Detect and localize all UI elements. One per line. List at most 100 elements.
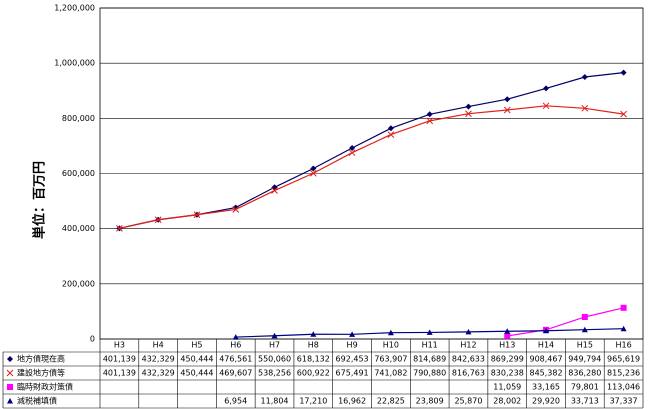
table-cell: 538,256 xyxy=(258,369,291,378)
y-tick-label: 600,000 xyxy=(62,169,95,178)
legend-label: 減税補填債 xyxy=(17,396,57,406)
x-tick-label: H10 xyxy=(383,341,399,350)
point xyxy=(542,102,550,110)
point xyxy=(581,104,589,112)
table-cell: 79,801 xyxy=(571,383,599,392)
table-cell: 741,082 xyxy=(374,369,407,378)
table-cell: 401,139 xyxy=(103,355,136,364)
table-cell: 675,491 xyxy=(336,369,369,378)
table-cell: 450,444 xyxy=(180,355,213,364)
y-tick-label: 1,000,000 xyxy=(54,59,95,68)
legend-label: 建設地方債等 xyxy=(17,368,65,378)
point xyxy=(504,96,511,103)
x-tick-label: H12 xyxy=(460,341,476,350)
point xyxy=(465,103,472,110)
table-cell: 432,329 xyxy=(142,355,175,364)
series-line xyxy=(119,72,624,229)
series-line xyxy=(507,307,624,337)
point xyxy=(503,106,511,114)
y-tick-label: 800,000 xyxy=(62,114,95,123)
x-tick-label: H4 xyxy=(153,341,164,350)
x-tick-label: H3 xyxy=(114,341,125,350)
table-cell: 692,453 xyxy=(336,355,369,364)
point xyxy=(387,131,395,138)
point xyxy=(193,211,201,219)
x-tick-label: H15 xyxy=(577,341,593,350)
table-cell: 469,607 xyxy=(219,369,252,378)
table-cell: 11,059 xyxy=(493,383,521,392)
x-tick-label: H13 xyxy=(499,341,515,350)
table-cell: 29,920 xyxy=(532,397,560,406)
point xyxy=(426,117,434,125)
legend-label: 臨時財政対策債 xyxy=(17,382,73,392)
point xyxy=(348,149,356,157)
table-cell: 869,299 xyxy=(491,355,524,364)
legend-marker xyxy=(7,398,13,404)
table-cell: 432,329 xyxy=(142,369,175,378)
x-tick-label: H14 xyxy=(538,341,554,350)
point xyxy=(426,329,433,335)
table-cell: 28,002 xyxy=(493,397,521,406)
table-cell: 949,794 xyxy=(568,355,601,364)
point xyxy=(349,144,356,151)
point xyxy=(543,85,550,92)
point xyxy=(310,331,317,337)
table-cell: 401,139 xyxy=(103,369,136,378)
table-cell: 816,763 xyxy=(452,369,485,378)
point xyxy=(620,110,627,118)
y-tick-label: 200,000 xyxy=(62,279,95,288)
x-tick-label: H5 xyxy=(191,341,202,350)
legend-marker xyxy=(7,384,13,390)
point xyxy=(620,304,627,311)
table-cell: 6,954 xyxy=(224,397,247,406)
x-tick-label: H6 xyxy=(230,341,241,350)
point xyxy=(426,111,433,118)
x-tick-label: H16 xyxy=(616,341,632,350)
table-cell: 33,713 xyxy=(571,397,599,406)
point xyxy=(349,331,356,337)
table-cell: 908,467 xyxy=(529,355,562,364)
point xyxy=(620,69,627,76)
legend-label: 地方債現在高 xyxy=(17,354,65,364)
table-cell: 763,907 xyxy=(374,355,407,364)
legend-marker xyxy=(7,356,13,362)
point xyxy=(232,206,240,213)
point xyxy=(310,165,317,172)
point xyxy=(581,313,588,320)
table-cell: 836,280 xyxy=(568,369,601,378)
table-cell: 550,060 xyxy=(258,355,291,364)
y-axis-label: 単位：百万円 xyxy=(32,161,48,239)
point xyxy=(465,110,472,118)
point xyxy=(271,332,278,339)
table-cell: 33,165 xyxy=(532,383,560,392)
point xyxy=(309,169,317,177)
table-cell: 16,962 xyxy=(338,397,366,406)
x-tick-label: H11 xyxy=(422,341,438,350)
point xyxy=(504,328,511,334)
table-cell: 600,922 xyxy=(297,369,330,378)
point xyxy=(387,329,394,336)
table-cell: 618,132 xyxy=(297,355,330,364)
x-tick-label: H7 xyxy=(269,341,280,350)
table-cell: 23,809 xyxy=(416,397,444,406)
table-cell: 830,238 xyxy=(491,369,524,378)
table-cell: 790,880 xyxy=(413,369,446,378)
y-tick-label: 0 xyxy=(90,335,95,344)
table-cell: 842,633 xyxy=(452,355,485,364)
series-line xyxy=(119,105,624,229)
x-tick-label: H9 xyxy=(347,341,358,350)
table-cell: 965,619 xyxy=(607,355,640,364)
table-cell: 815,236 xyxy=(607,369,640,378)
table-cell: 845,382 xyxy=(529,369,562,378)
point xyxy=(154,216,162,224)
point xyxy=(116,224,123,232)
point xyxy=(543,327,550,334)
point xyxy=(504,332,511,339)
table-cell: 37,337 xyxy=(610,397,638,406)
point xyxy=(581,74,588,81)
table-cell: 11,804 xyxy=(261,397,289,406)
point xyxy=(387,125,394,132)
y-tick-label: 400,000 xyxy=(62,224,95,233)
table-cell: 476,561 xyxy=(219,355,252,364)
